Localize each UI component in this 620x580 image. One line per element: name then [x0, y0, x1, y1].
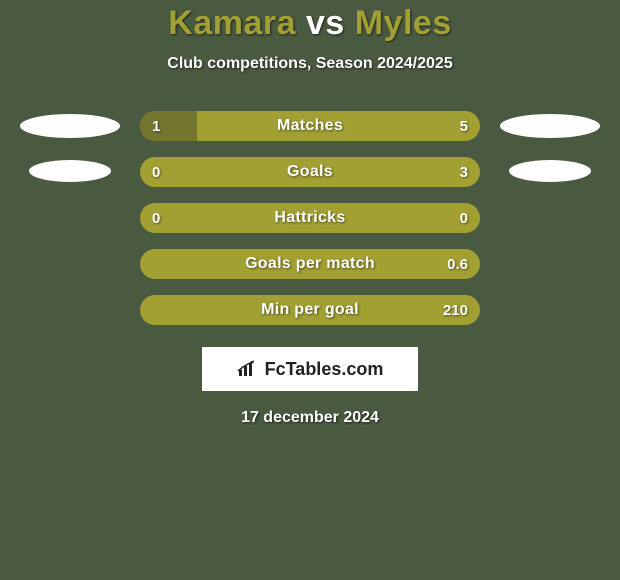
right-icon-slot — [500, 252, 600, 276]
stat-row: 0Hattricks0 — [0, 203, 620, 233]
player-ellipse-icon — [500, 114, 600, 138]
stat-bar: Min per goal210 — [140, 295, 480, 325]
logo-text: FcTables.com — [265, 359, 384, 380]
stat-label: Goals — [140, 157, 480, 187]
right-icon-slot — [500, 298, 600, 322]
logo-banner: FcTables.com — [202, 347, 418, 391]
right-icon-slot — [500, 206, 600, 230]
stat-label: Hattricks — [140, 203, 480, 233]
stat-row: 1Matches5 — [0, 111, 620, 141]
player-ellipse-icon — [509, 160, 591, 182]
stat-label: Min per goal — [140, 295, 480, 325]
stat-bar: 0Hattricks0 — [140, 203, 480, 233]
stat-right-value: 5 — [460, 111, 468, 141]
right-icon-slot — [500, 160, 600, 184]
stat-right-value: 3 — [460, 157, 468, 187]
stat-label: Goals per match — [140, 249, 480, 279]
left-icon-slot — [20, 206, 120, 230]
right-icon-slot — [500, 114, 600, 138]
date: 17 december 2024 — [0, 409, 620, 427]
stat-row: Min per goal210 — [0, 295, 620, 325]
player-ellipse-icon — [20, 114, 120, 138]
chart-icon — [237, 360, 259, 378]
stat-right-value: 0 — [460, 203, 468, 233]
stat-row: 0Goals3 — [0, 157, 620, 187]
stat-right-value: 0.6 — [447, 249, 468, 279]
left-icon-slot — [20, 114, 120, 138]
title-player1: Kamara — [168, 4, 296, 42]
stat-row: Goals per match0.6 — [0, 249, 620, 279]
player-ellipse-icon — [29, 160, 111, 182]
title-vs: vs — [296, 4, 355, 42]
stat-bar: Goals per match0.6 — [140, 249, 480, 279]
page-title: Kamara vs Myles — [0, 4, 620, 43]
subtitle: Club competitions, Season 2024/2025 — [0, 55, 620, 73]
left-icon-slot — [20, 298, 120, 322]
stats-container: 1Matches50Goals30Hattricks0Goals per mat… — [0, 111, 620, 325]
left-icon-slot — [20, 252, 120, 276]
left-icon-slot — [20, 160, 120, 184]
stat-bar: 0Goals3 — [140, 157, 480, 187]
content: Kamara vs Myles Club competitions, Seaso… — [0, 0, 620, 580]
stat-label: Matches — [140, 111, 480, 141]
title-player2: Myles — [355, 4, 452, 42]
stat-bar: 1Matches5 — [140, 111, 480, 141]
stat-right-value: 210 — [443, 295, 468, 325]
